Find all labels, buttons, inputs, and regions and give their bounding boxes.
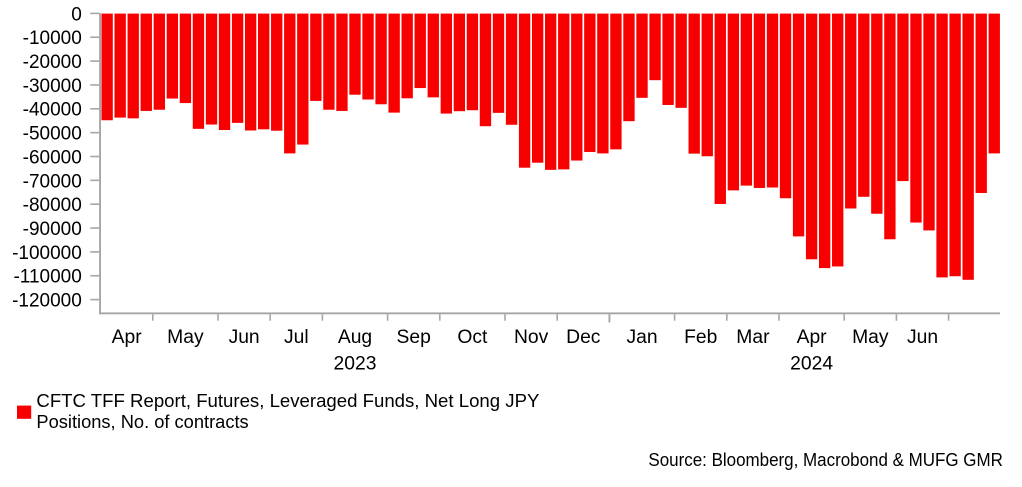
svg-text:Aug: Aug [338,327,372,348]
svg-text:Mar: Mar [736,327,770,348]
svg-text:Positions, No. of contracts: Positions, No. of contracts [36,411,248,432]
svg-text:May: May [167,327,204,348]
svg-text:2024: 2024 [790,353,833,374]
svg-text:Oct: Oct [457,327,488,348]
svg-text:Jun: Jun [229,327,260,348]
svg-text:Sep: Sep [397,327,431,348]
svg-text:-10000: -10000 [23,28,82,49]
svg-text:-110000: -110000 [13,267,81,288]
svg-text:Source: Bloomberg, Macrobond &: Source: Bloomberg, Macrobond & MUFG GMR [648,449,1003,470]
svg-text:May: May [852,327,889,348]
svg-text:Feb: Feb [684,327,717,348]
svg-text:-120000: -120000 [12,291,82,312]
svg-text:-50000: -50000 [23,124,82,145]
svg-text:CFTC TFF Report, Futures, Leve: CFTC TFF Report, Futures, Leveraged Fund… [36,390,539,411]
svg-text:-100000: -100000 [12,243,82,264]
svg-text:Apr: Apr [112,327,143,348]
svg-text:Nov: Nov [514,327,549,348]
svg-text:Jul: Jul [284,327,309,348]
svg-text:Dec: Dec [566,327,601,348]
svg-text:-90000: -90000 [23,219,82,240]
svg-text:-60000: -60000 [23,147,82,168]
svg-text:Jan: Jan [626,327,657,348]
svg-text:-20000: -20000 [23,52,82,73]
svg-text:-30000: -30000 [23,76,82,97]
svg-text:-70000: -70000 [23,171,82,192]
svg-text:Apr: Apr [797,327,828,348]
svg-text:2023: 2023 [334,353,377,374]
svg-text:-80000: -80000 [23,195,82,216]
svg-text:-40000: -40000 [23,100,82,121]
svg-text:0: 0 [71,4,82,25]
svg-text:Jun: Jun [907,327,938,348]
